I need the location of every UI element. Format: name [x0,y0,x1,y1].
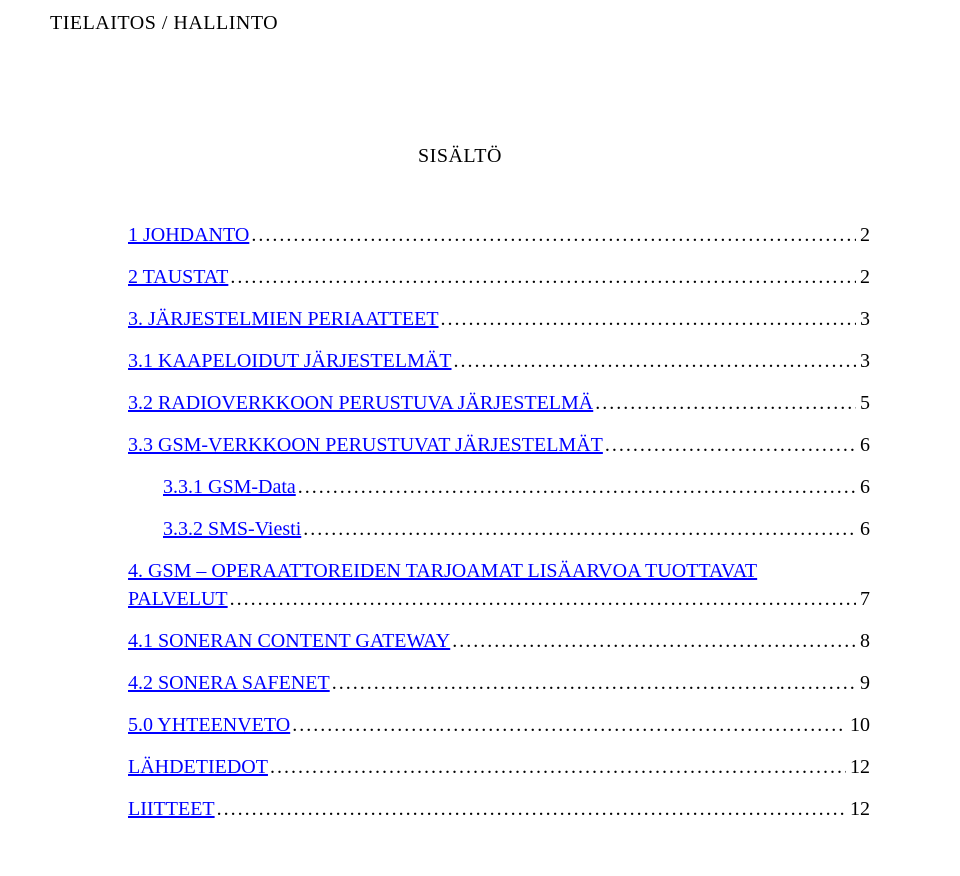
toc-link[interactable]: 4. GSM – OPERAATTOREIDEN TARJOAMAT LISÄA… [128,559,757,583]
toc-leader-dots [217,797,846,821]
toc-entry: 3.1 KAAPELOIDUT JÄRJESTELMÄT 3 [128,349,870,373]
toc-leader-dots [230,265,856,289]
toc-entry: 3.3.2 SMS-Viesti 6 [128,517,870,541]
toc-link[interactable]: 3.3 GSM-VERKKOON PERUSTUVAT JÄRJESTELMÄT [128,433,603,457]
toc-link[interactable]: 4.2 SONERA SAFENET [128,671,330,695]
toc-leader-dots [605,433,856,457]
toc-page-number: 6 [858,475,870,499]
toc-leader-dots [298,475,856,499]
toc-page-number: 10 [848,713,870,737]
toc-entry: 1 JOHDANTO 2 [128,223,870,247]
toc-page-number: 8 [858,629,870,653]
toc-leader-dots [251,223,856,247]
table-of-contents: 1 JOHDANTO 2 2 TAUSTAT 2 3. JÄRJESTELMIE… [128,223,870,821]
toc-link[interactable]: 3.3.1 GSM-Data [163,475,296,499]
toc-leader-dots [303,517,856,541]
toc-entry: 5.0 YHTEENVETO 10 [128,713,870,737]
toc-leader-dots [595,391,856,415]
toc-leader-dots [270,755,846,779]
toc-link[interactable]: 4.1 SONERAN CONTENT GATEWAY [128,629,450,653]
toc-leader-dots [230,587,856,611]
toc-link[interactable]: 1 JOHDANTO [128,223,249,247]
toc-entry: 4.1 SONERAN CONTENT GATEWAY 8 [128,629,870,653]
toc-page-number: 5 [858,391,870,415]
toc-entry: LÄHDETIEDOT 12 [128,755,870,779]
toc-entry: 4.2 SONERA SAFENET 9 [128,671,870,695]
toc-leader-dots [452,629,856,653]
toc-page-number: 6 [858,433,870,457]
toc-page-number: 9 [858,671,870,695]
toc-leader-dots [292,713,846,737]
toc-link[interactable]: 3. JÄRJESTELMIEN PERIAATTEET [128,307,439,331]
toc-page-number: 12 [848,755,870,779]
toc-link[interactable]: LÄHDETIEDOT [128,755,268,779]
toc-entry: 3.2 RADIOVERKKOON PERUSTUVA JÄRJESTELMÄ … [128,391,870,415]
toc-leader-dots [332,671,856,695]
toc-entry-continued: PALVELUT 7 [128,587,870,611]
toc-leader-dots [454,349,856,373]
toc-link[interactable]: LIITTEET [128,797,215,821]
document-title: SISÄLTÖ [50,145,870,168]
toc-entry: 2 TAUSTAT 2 [128,265,870,289]
toc-page-number: 3 [858,307,870,331]
document-header: TIELAITOS / HALLINTO [50,12,870,35]
toc-page-number: 2 [858,223,870,247]
toc-page-number: 3 [858,349,870,373]
toc-page-number: 7 [858,587,870,611]
document-page: TIELAITOS / HALLINTO SISÄLTÖ 1 JOHDANTO … [0,0,960,821]
toc-page-number: 12 [848,797,870,821]
toc-entry: LIITTEET 12 [128,797,870,821]
toc-link[interactable]: 2 TAUSTAT [128,265,228,289]
toc-link[interactable]: PALVELUT [128,587,228,611]
toc-page-number: 6 [858,517,870,541]
toc-entry: 3.3.1 GSM-Data 6 [128,475,870,499]
toc-entry: 3. JÄRJESTELMIEN PERIAATTEET 3 [128,307,870,331]
toc-leader-dots [441,307,856,331]
toc-entry: 3.3 GSM-VERKKOON PERUSTUVAT JÄRJESTELMÄT… [128,433,870,457]
toc-entry: 4. GSM – OPERAATTOREIDEN TARJOAMAT LISÄA… [128,559,870,583]
toc-link[interactable]: 3.3.2 SMS-Viesti [163,517,301,541]
toc-link[interactable]: 3.1 KAAPELOIDUT JÄRJESTELMÄT [128,349,452,373]
toc-link[interactable]: 5.0 YHTEENVETO [128,713,290,737]
toc-link[interactable]: 3.2 RADIOVERKKOON PERUSTUVA JÄRJESTELMÄ [128,391,593,415]
toc-page-number: 2 [858,265,870,289]
